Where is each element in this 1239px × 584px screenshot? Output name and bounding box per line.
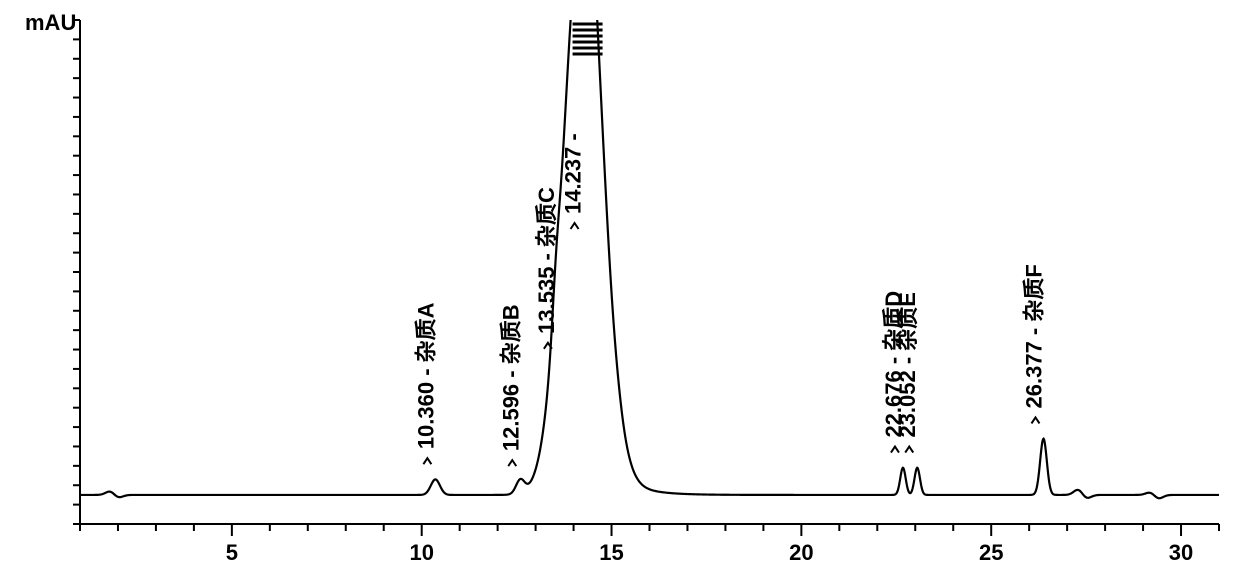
peak-label: 23.052 - 杂质E: [895, 292, 920, 438]
x-tick-label: 20: [789, 540, 813, 565]
peak-label: 12.596 - 杂质B: [498, 304, 523, 451]
x-tick-label: 10: [409, 540, 433, 565]
x-tick-label: 30: [1169, 540, 1193, 565]
x-tick-label: 25: [979, 540, 1003, 565]
peak-label: 10.360 - 杂质A: [413, 302, 438, 449]
x-tick-label: 5: [226, 540, 238, 565]
chart-svg: mAU 5 10 15 20 25 30 10.360 - 杂质A 12.596 - 杂质B 13…: [0, 0, 1239, 584]
y-axis-label: mAU: [25, 10, 76, 35]
peak-label: 14.237 -: [561, 133, 586, 214]
x-tick-label: 15: [599, 540, 623, 565]
peak-label: 13.535 - 杂质C: [534, 187, 559, 334]
peak-label: 26.377 - 杂质F: [1021, 264, 1046, 408]
chromatogram-chart: mAU 5 10 15 20 25 30 10.360 - 杂质A 12.596 - 杂质B 13…: [0, 0, 1239, 584]
